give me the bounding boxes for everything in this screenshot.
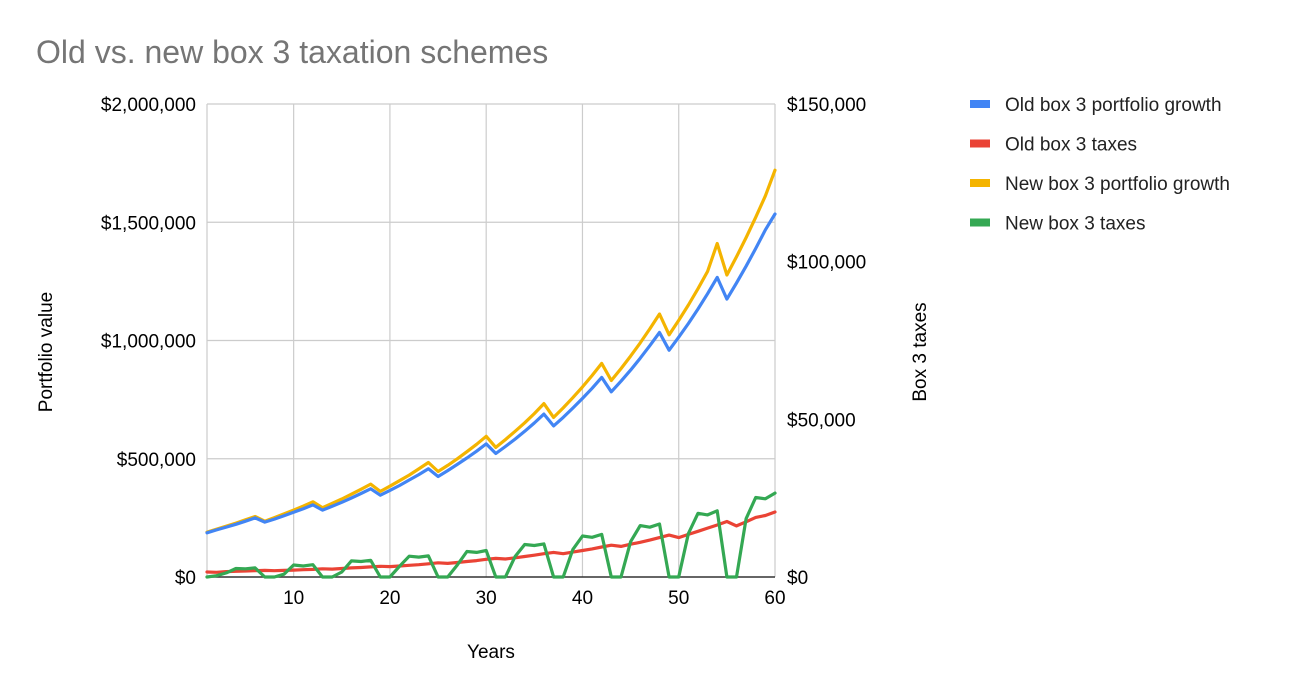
series-line-new-box-3-taxes [205, 491, 777, 579]
x-tick-label: 30 [476, 588, 497, 609]
legend-swatch [970, 100, 990, 108]
legend-label: New box 3 taxes [1005, 214, 1145, 235]
x-tick-label: 60 [764, 588, 785, 609]
y-right-tick-label: $100,000 [787, 253, 866, 274]
y-right-tick-label: $150,000 [787, 95, 866, 116]
x-tick-label: 50 [668, 588, 689, 609]
x-tick-label: 10 [283, 588, 304, 609]
legend: Old box 3 portfolio growth Old box 3 taxe… [970, 95, 1230, 235]
y-left-tick-label: $500,000 [117, 450, 196, 471]
chart-title: Old vs. new box 3 taxation schemes [36, 34, 548, 70]
y-right-tick-label: $0 [787, 568, 808, 589]
legend-swatch [970, 218, 990, 227]
series-line-new-box-3-portfolio-growth [205, 168, 777, 534]
series-lines [205, 168, 777, 579]
y-left-tick-label: $1,500,000 [101, 213, 196, 234]
legend-label: Old box 3 portfolio growth [1005, 95, 1222, 116]
legend-swatch [970, 139, 990, 148]
legend-label: Old box 3 taxes [1005, 135, 1137, 156]
x-axis-title: Years [467, 642, 515, 663]
legend-swatch [970, 179, 990, 187]
x-tick-label: 20 [379, 588, 400, 609]
series-line-old-box-3-taxes [205, 510, 777, 574]
y-axis-left-title: Portfolio value [36, 292, 57, 412]
y-right-tick-label: $50,000 [787, 410, 856, 431]
legend-label: New box 3 portfolio growth [1005, 174, 1230, 195]
y-left-tick-label: $2,000,000 [101, 95, 196, 116]
tick-labels: $0 $500,000 $1,000,000 $1,500,000 $2,000,000… [101, 95, 866, 609]
y-left-tick-label: $1,000,000 [101, 332, 196, 353]
y-left-tick-label: $0 [175, 568, 196, 589]
x-tick-label: 40 [572, 588, 593, 609]
series-line-old-box-3-portfolio-growth [205, 212, 777, 535]
y-axis-right-title: Box 3 taxes [910, 302, 931, 401]
gridlines [206, 103, 776, 578]
